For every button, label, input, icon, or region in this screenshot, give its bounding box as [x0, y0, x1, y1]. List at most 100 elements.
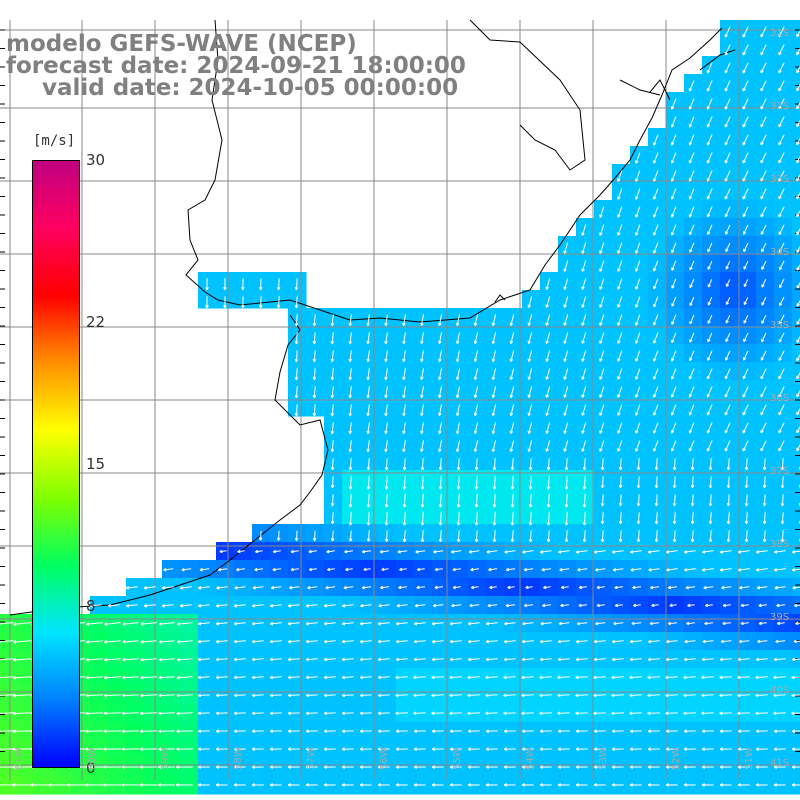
wind-arrow	[104, 622, 121, 626]
wind-arrow	[12, 747, 32, 752]
wind-arrow	[724, 134, 731, 146]
wind-arrow	[492, 530, 497, 543]
wind-arrow	[743, 297, 749, 306]
wind-arrow	[269, 639, 282, 644]
wind-arrow	[760, 26, 767, 38]
wind-arrow	[755, 747, 768, 751]
wind-arrow	[205, 296, 209, 309]
wind-arrow	[85, 622, 103, 626]
wind-arrow	[305, 783, 318, 787]
wind-arrow	[779, 260, 785, 271]
wind-arrow	[0, 658, 14, 661]
wind-arrow	[438, 440, 442, 453]
wind-arrow	[474, 458, 479, 471]
wind-arrow	[438, 314, 442, 327]
wind-arrow	[665, 657, 678, 662]
wind-arrow	[647, 550, 660, 554]
wind-arrow	[744, 530, 749, 543]
wind-arrow	[0, 622, 14, 625]
wind-arrow	[564, 530, 569, 543]
wind-arrow	[384, 530, 389, 542]
wind-arrow	[308, 549, 317, 554]
wind-arrow	[683, 657, 696, 662]
wind-arrow	[509, 422, 515, 435]
wind-arrow	[491, 422, 497, 435]
wind-arrow	[614, 603, 623, 608]
wind-arrow	[140, 622, 157, 626]
wind-arrow	[272, 549, 281, 554]
wind-arrow	[510, 530, 515, 543]
wind-arrow	[719, 711, 732, 716]
wind-arrow	[629, 550, 642, 554]
wind-arrow	[778, 242, 785, 253]
wind-arrow	[581, 242, 587, 254]
wind-arrow	[12, 729, 32, 734]
wind-arrow	[341, 783, 354, 787]
wind-arrow	[670, 170, 677, 182]
wind-arrow	[778, 188, 785, 200]
wind-arrow	[563, 350, 569, 362]
speed-cell	[792, 326, 800, 345]
wind-arrow	[359, 657, 372, 662]
wind-arrow	[737, 729, 750, 733]
wind-arrow	[269, 747, 282, 751]
wind-arrow	[575, 639, 588, 644]
wind-arrow	[348, 493, 353, 508]
wind-arrow	[360, 603, 372, 608]
wind-arrow	[704, 621, 714, 626]
wind-arrow	[258, 530, 263, 541]
wind-arrow	[719, 550, 732, 554]
wind-arrow	[575, 693, 588, 698]
wind-arrow	[449, 729, 462, 733]
wind-arrow	[251, 693, 264, 698]
wind-arrow	[431, 729, 444, 733]
wind-arrow	[413, 783, 426, 787]
wind-arrow	[559, 567, 570, 572]
wind-arrow	[755, 765, 768, 769]
wind-arrow	[312, 530, 317, 542]
wind-arrow	[330, 350, 335, 363]
wind-arrow	[377, 765, 390, 769]
wind-arrow	[395, 639, 408, 644]
wind-arrow	[287, 765, 300, 769]
wind-arrow	[575, 765, 588, 769]
wind-arrow	[653, 260, 659, 272]
wind-arrow	[636, 494, 641, 507]
wind-arrow	[420, 386, 424, 399]
wind-arrow	[635, 152, 641, 164]
latitude-label: 38S	[770, 539, 790, 550]
wind-arrow	[269, 711, 282, 716]
wind-arrow	[432, 603, 444, 608]
wind-arrow	[581, 332, 587, 344]
wind-arrow	[742, 440, 749, 452]
wind-arrow	[330, 332, 335, 345]
wind-arrow	[158, 675, 175, 680]
wind-arrow	[348, 350, 353, 363]
wind-arrow	[176, 747, 193, 751]
wind-arrow	[600, 530, 605, 543]
wind-arrow	[611, 729, 624, 733]
wind-arrow	[757, 639, 768, 644]
wind-arrow	[653, 368, 659, 380]
wind-arrow	[438, 511, 443, 526]
wind-arrow	[449, 783, 462, 787]
wind-arrow	[12, 765, 32, 769]
wind-arrow	[348, 368, 353, 381]
wind-arrow	[158, 622, 175, 626]
wind-arrow	[648, 568, 660, 572]
wind-arrow	[724, 62, 731, 74]
longitude-label: 61W	[14, 747, 25, 770]
wind-arrow	[672, 494, 677, 507]
wind-arrow	[438, 368, 442, 381]
wind-arrow	[294, 530, 299, 541]
wind-arrow	[667, 585, 678, 590]
wind-arrow	[596, 603, 605, 608]
wind-arrow	[163, 567, 174, 572]
wind-arrow	[635, 260, 641, 272]
wind-arrow	[581, 368, 587, 380]
wind-arrow	[384, 458, 389, 471]
wind-arrow	[161, 585, 174, 590]
wind-arrow	[684, 568, 696, 572]
wind-arrow	[325, 585, 336, 590]
